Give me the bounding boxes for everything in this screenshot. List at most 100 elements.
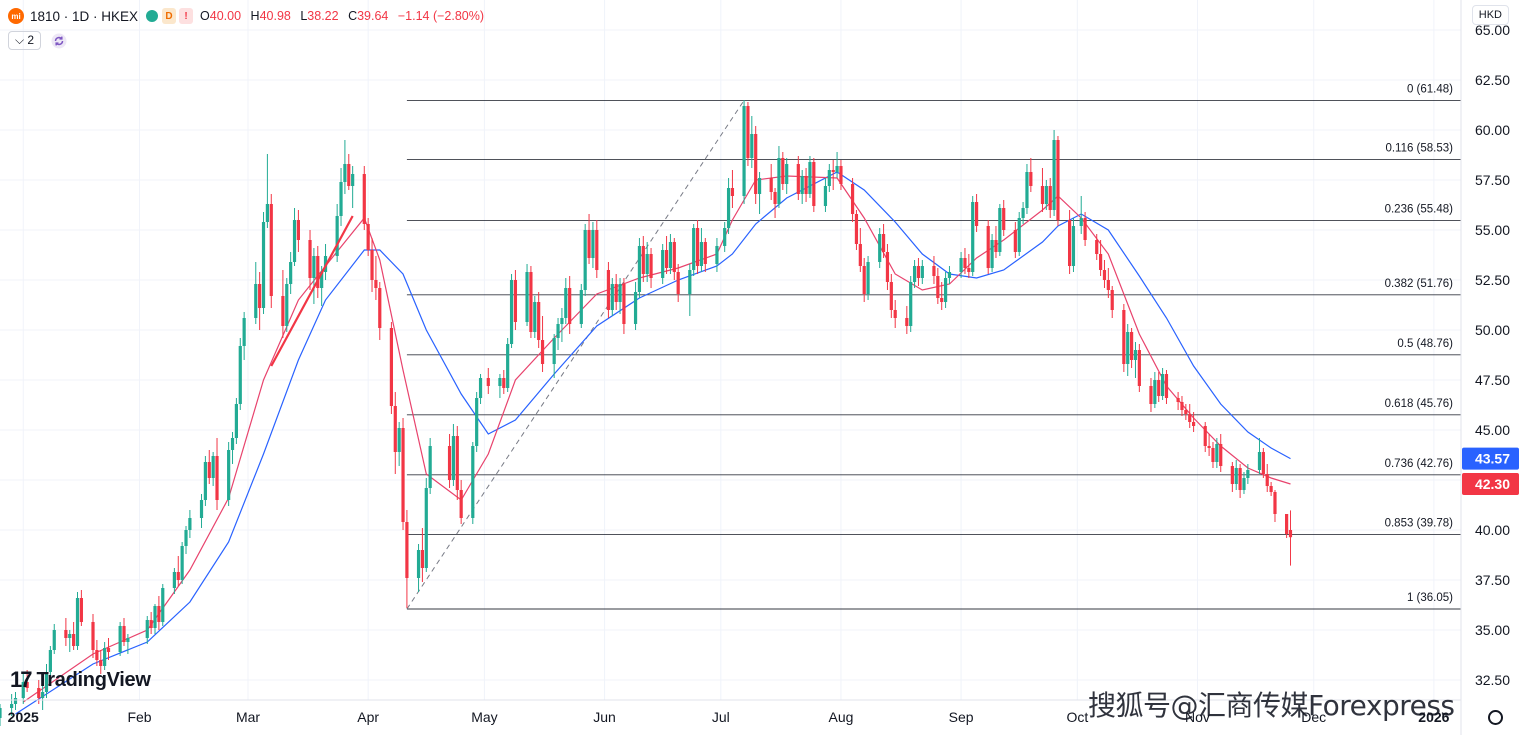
candle[interactable] [234,398,238,444]
candle-body[interactable] [959,258,963,272]
candle[interactable] [44,664,49,698]
candle-body[interactable] [967,268,971,272]
candle-body[interactable] [103,648,107,666]
candle[interactable] [230,432,235,464]
candle[interactable] [420,528,425,582]
candle[interactable] [1261,448,1265,478]
candle-body[interactable] [1261,452,1265,474]
candle-body[interactable] [564,288,568,318]
candle-body[interactable] [0,708,2,718]
candle-body[interactable] [471,446,475,518]
candle[interactable] [10,694,14,716]
candle-body[interactable] [1153,380,1157,404]
candle[interactable] [769,164,773,200]
candle-body[interactable] [1242,478,1246,490]
candle-body[interactable] [587,230,591,258]
candle[interactable] [459,480,463,524]
candle[interactable] [967,254,971,278]
candle-body[interactable] [591,230,595,258]
candle[interactable] [885,244,890,290]
candle-body[interactable] [106,648,111,652]
candle-body[interactable] [1149,386,1153,404]
candle[interactable] [176,556,180,586]
candle-body[interactable] [1269,486,1273,492]
candle[interactable] [909,276,913,332]
candle-body[interactable] [688,270,692,294]
candle[interactable] [781,152,785,190]
candle-body[interactable] [1013,230,1017,252]
candle[interactable] [103,642,107,670]
candle-body[interactable] [916,266,921,278]
candle-body[interactable] [378,288,382,328]
candle-body[interactable] [633,292,638,324]
candle[interactable] [289,252,293,294]
candle-body[interactable] [812,162,816,206]
candle-body[interactable] [506,344,510,388]
candle[interactable] [920,260,924,284]
candle-body[interactable] [661,250,665,278]
candle[interactable] [72,622,76,650]
candle-body[interactable] [568,288,572,324]
candle-body[interactable] [370,250,374,280]
candle[interactable] [1067,210,1072,274]
candle[interactable] [947,266,952,284]
candle-body[interactable] [579,290,583,324]
candle[interactable] [52,624,56,654]
candle-body[interactable] [455,436,459,490]
candle-body[interactable] [176,572,180,580]
candle-body[interactable] [885,252,890,282]
candle-body[interactable] [509,280,514,344]
tradingview-logo[interactable]: 17 TradingView [10,667,151,693]
candle[interactable] [335,204,339,262]
candle-body[interactable] [180,546,184,580]
candle-body[interactable] [1129,332,1134,360]
candle[interactable] [568,276,572,334]
candle-body[interactable] [1044,186,1048,204]
price-axis[interactable]: 65.00 62.50 60.00 57.50 55.00 52.50 50.00 47.50… [1460,0,1519,735]
candle-body[interactable] [1160,374,1165,396]
candle-body[interactable] [1052,140,1056,210]
candle[interactable] [668,234,673,274]
candle[interactable] [99,650,103,674]
candle[interactable] [959,252,963,278]
candle[interactable] [723,222,727,252]
settings-gear-icon[interactable] [1488,710,1503,725]
candle-body[interactable] [912,266,917,282]
candle-body[interactable] [188,518,192,530]
candle-body[interactable] [153,606,157,628]
candle[interactable] [730,170,735,208]
candle[interactable] [48,646,52,678]
candle-body[interactable] [723,228,727,246]
candle-body[interactable] [238,346,242,404]
candle[interactable] [347,154,351,190]
candle[interactable] [285,278,289,332]
candle[interactable] [866,256,870,300]
candle[interactable] [227,442,231,506]
candle-body[interactable] [1230,466,1234,484]
candle-body[interactable] [397,428,401,452]
candle[interactable] [506,338,510,392]
candle-body[interactable] [641,246,645,274]
candle-body[interactable] [1188,414,1192,422]
candle[interactable] [1207,434,1211,456]
candle-body[interactable] [172,572,176,588]
candle-body[interactable] [529,272,533,332]
candle[interactable] [1192,412,1196,432]
candle[interactable] [416,544,421,592]
candle-body[interactable] [1203,426,1207,446]
candle-body[interactable] [1219,444,1223,466]
candle-body[interactable] [990,240,994,268]
candle-body[interactable] [785,164,789,184]
candle[interactable] [649,248,653,288]
candle-body[interactable] [459,490,463,518]
candle[interactable] [180,542,184,584]
candle-body[interactable] [1234,468,1238,484]
candle[interactable] [145,616,149,644]
candle-body[interactable] [424,488,428,568]
candle[interactable] [552,334,556,378]
candle[interactable] [157,596,161,630]
candle[interactable] [591,222,595,268]
candle-body[interactable] [1095,240,1099,254]
candle[interactable] [936,268,940,304]
candle[interactable] [862,258,866,302]
